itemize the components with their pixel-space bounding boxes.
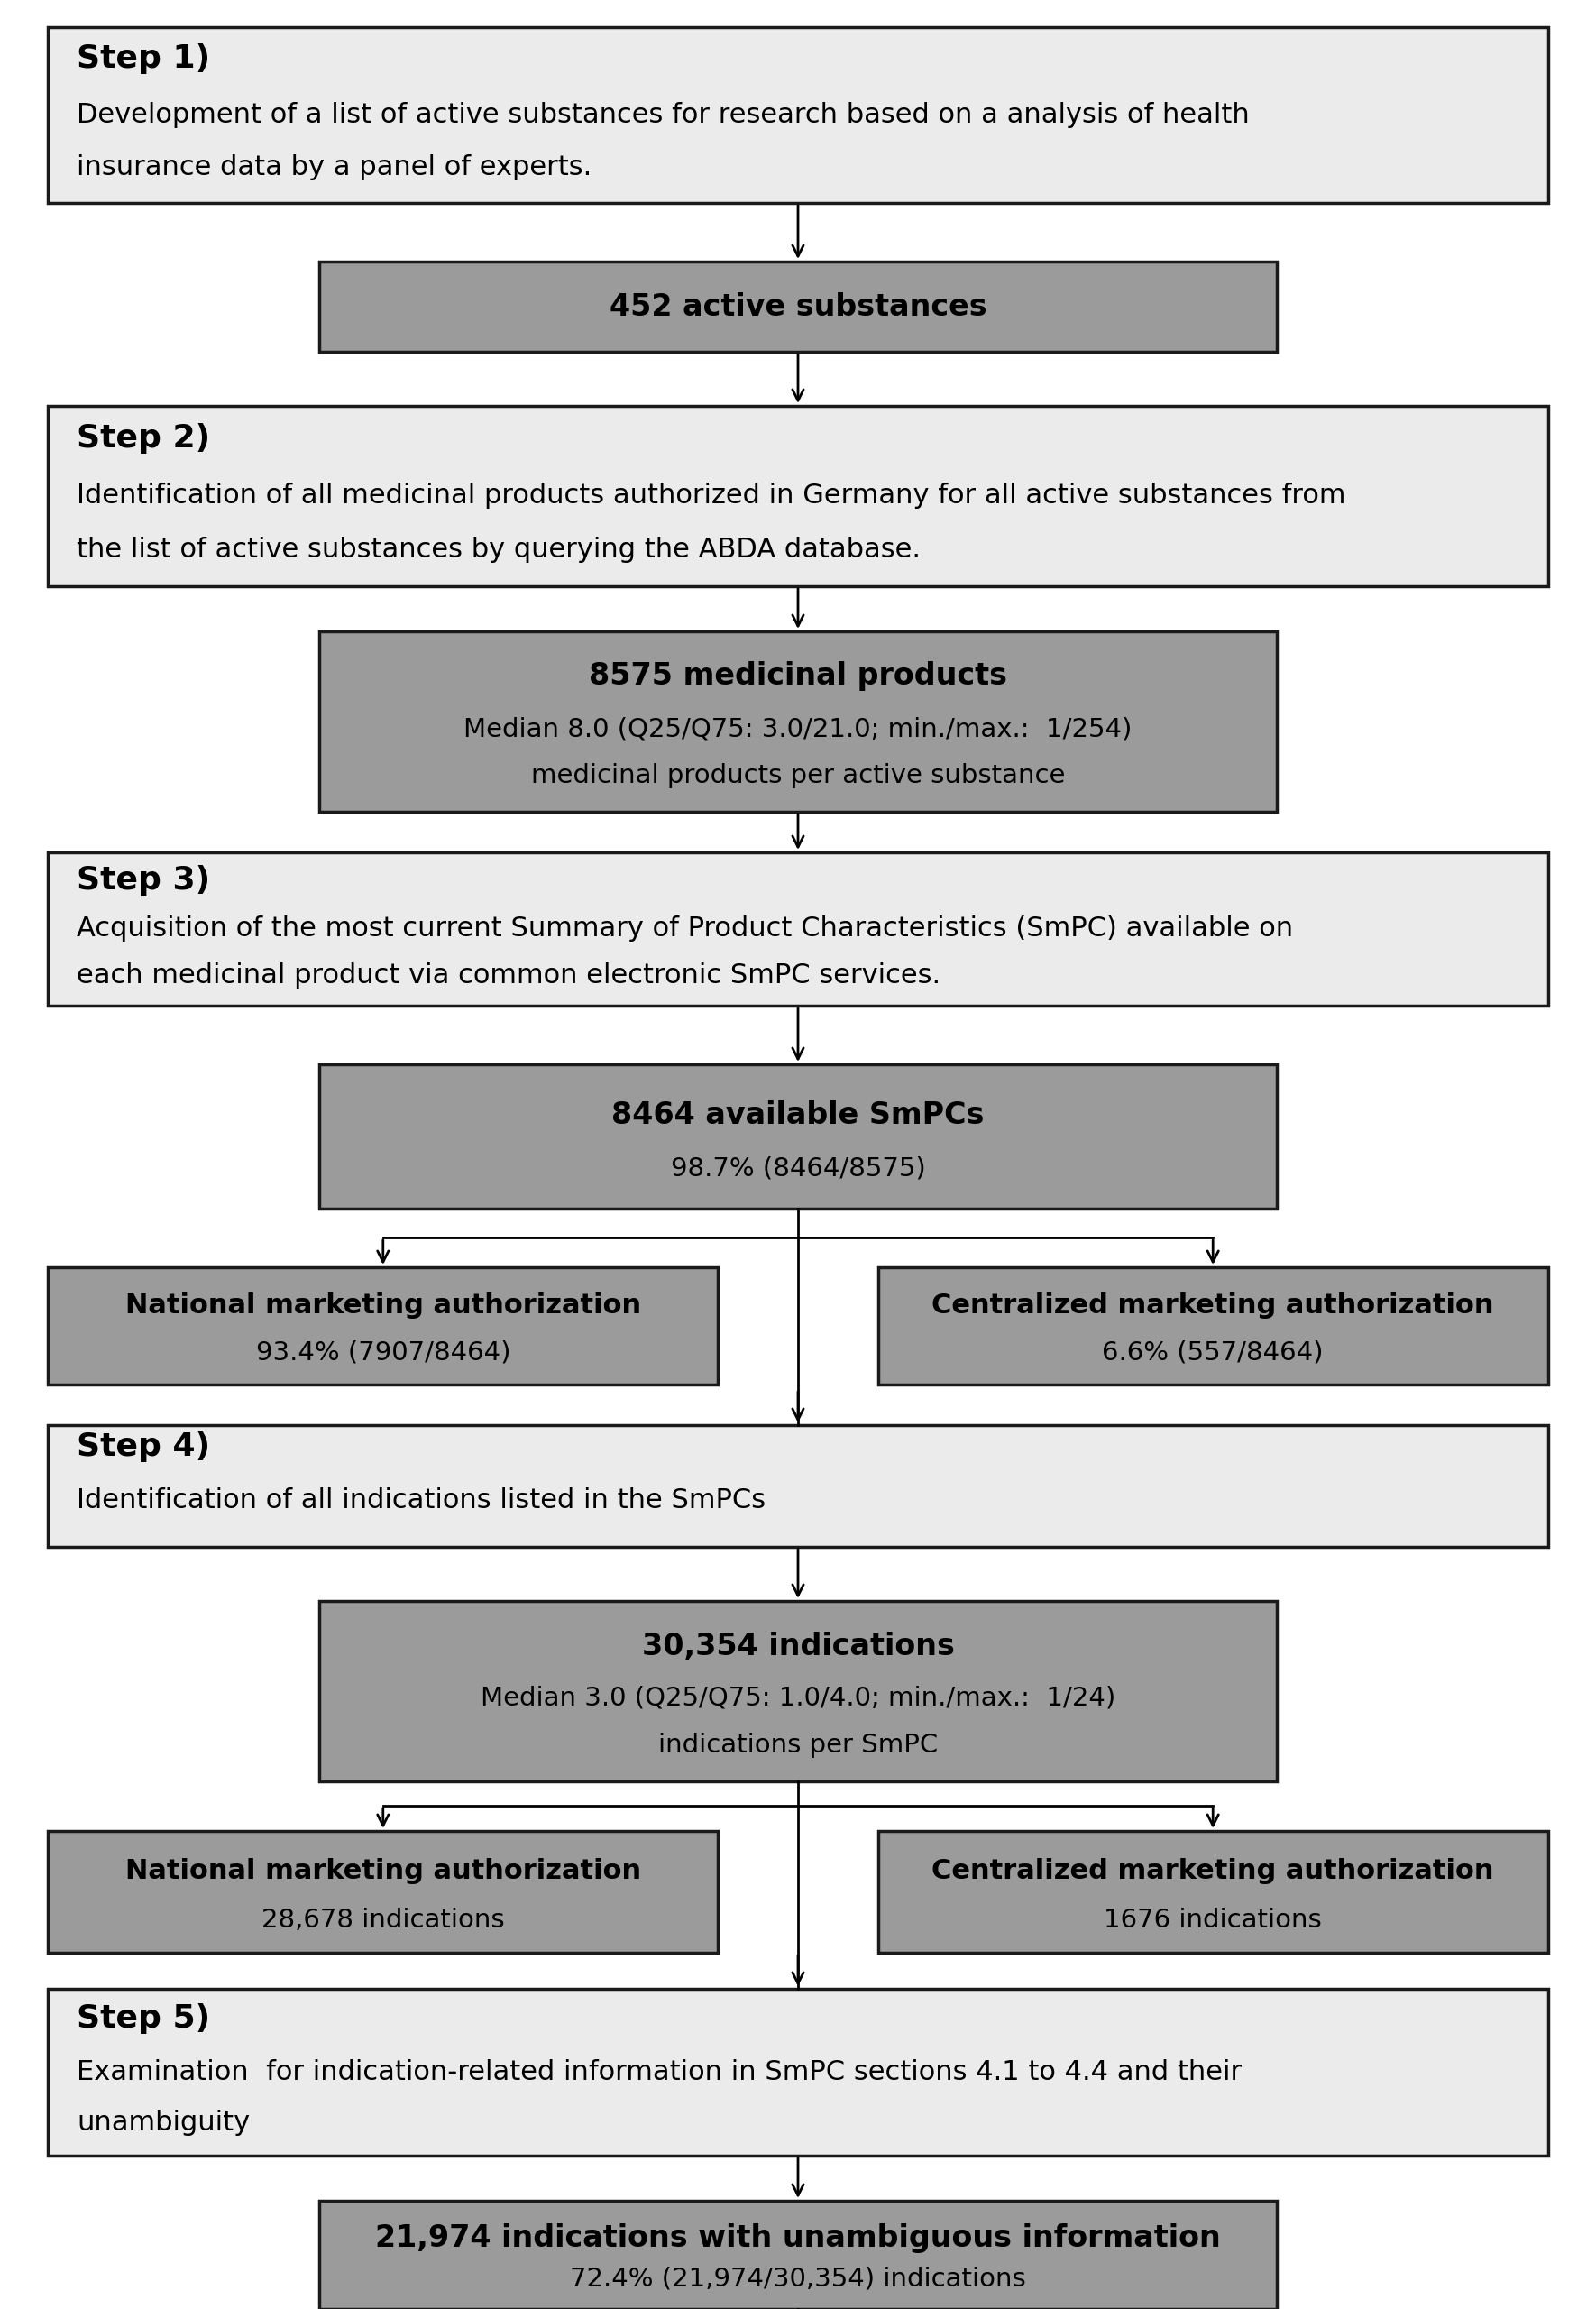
FancyBboxPatch shape — [48, 406, 1548, 586]
Text: Step 2): Step 2) — [77, 423, 211, 453]
Text: 72.4% (21,974/30,354) indications: 72.4% (21,974/30,354) indications — [570, 2265, 1026, 2291]
Text: unambiguity: unambiguity — [77, 2108, 251, 2136]
FancyBboxPatch shape — [48, 1425, 1548, 1547]
FancyBboxPatch shape — [48, 1268, 718, 1385]
Text: Step 4): Step 4) — [77, 1432, 211, 1462]
Text: Median 3.0 (Q25/Q75: 1.0/4.0; min./max.:  1/24): Median 3.0 (Q25/Q75: 1.0/4.0; min./max.:… — [480, 1686, 1116, 1711]
Text: 1676 indications: 1676 indications — [1104, 1907, 1321, 1933]
Text: Step 5): Step 5) — [77, 2004, 211, 2034]
FancyBboxPatch shape — [48, 28, 1548, 203]
FancyBboxPatch shape — [319, 2200, 1277, 2309]
Text: Median 8.0 (Q25/Q75: 3.0/21.0; min./max.:  1/254): Median 8.0 (Q25/Q75: 3.0/21.0; min./max.… — [464, 716, 1132, 741]
Text: 8464 available SmPCs: 8464 available SmPCs — [611, 1099, 985, 1129]
FancyBboxPatch shape — [48, 1831, 718, 1953]
Text: Development of a list of active substances for research based on a analysis of h: Development of a list of active substanc… — [77, 102, 1250, 127]
Text: 98.7% (8464/8575): 98.7% (8464/8575) — [670, 1154, 926, 1180]
Text: Step 1): Step 1) — [77, 44, 211, 74]
FancyBboxPatch shape — [48, 1988, 1548, 2157]
Text: 30,354 indications: 30,354 indications — [642, 1630, 954, 1660]
FancyBboxPatch shape — [48, 852, 1548, 1007]
Text: National marketing authorization: National marketing authorization — [124, 1859, 642, 1884]
Text: medicinal products per active substance: medicinal products per active substance — [531, 762, 1065, 787]
Text: Centralized marketing authorization: Centralized marketing authorization — [932, 1859, 1494, 1884]
Text: Identification of all medicinal products authorized in Germany for all active su: Identification of all medicinal products… — [77, 483, 1345, 510]
Text: each medicinal product via common electronic SmPC services.: each medicinal product via common electr… — [77, 963, 940, 988]
FancyBboxPatch shape — [319, 630, 1277, 813]
Text: 28,678 indications: 28,678 indications — [262, 1907, 504, 1933]
Text: the list of active substances by querying the ABDA database.: the list of active substances by queryin… — [77, 538, 921, 563]
Text: Centralized marketing authorization: Centralized marketing authorization — [932, 1293, 1494, 1318]
Text: National marketing authorization: National marketing authorization — [124, 1293, 642, 1318]
Text: indications per SmPC: indications per SmPC — [658, 1732, 938, 1757]
Text: 8575 medicinal products: 8575 medicinal products — [589, 663, 1007, 690]
Text: 93.4% (7907/8464): 93.4% (7907/8464) — [255, 1339, 511, 1365]
FancyBboxPatch shape — [319, 1064, 1277, 1208]
Text: Step 3): Step 3) — [77, 864, 211, 896]
FancyBboxPatch shape — [878, 1831, 1548, 1953]
Text: 6.6% (557/8464): 6.6% (557/8464) — [1103, 1339, 1323, 1365]
FancyBboxPatch shape — [878, 1268, 1548, 1385]
Text: Examination  for indication-related information in SmPC sections 4.1 to 4.4 and : Examination for indication-related infor… — [77, 2060, 1242, 2085]
FancyBboxPatch shape — [319, 1600, 1277, 1780]
Text: Identification of all indications listed in the SmPCs: Identification of all indications listed… — [77, 1487, 766, 1515]
Text: insurance data by a panel of experts.: insurance data by a panel of experts. — [77, 155, 592, 180]
FancyBboxPatch shape — [319, 261, 1277, 351]
Text: 21,974 indications with unambiguous information: 21,974 indications with unambiguous info… — [375, 2224, 1221, 2254]
Text: 452 active substances: 452 active substances — [610, 291, 986, 321]
Text: Acquisition of the most current Summary of Product Characteristics (SmPC) availa: Acquisition of the most current Summary … — [77, 917, 1293, 942]
